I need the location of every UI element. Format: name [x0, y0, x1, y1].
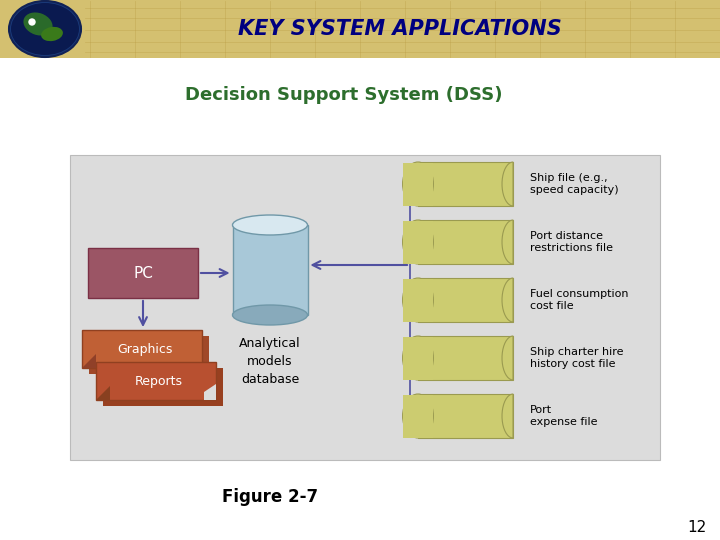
Ellipse shape: [11, 3, 79, 55]
Polygon shape: [502, 278, 513, 322]
Polygon shape: [502, 394, 513, 438]
Bar: [402, 220, 433, 264]
Polygon shape: [502, 220, 513, 264]
FancyBboxPatch shape: [96, 362, 216, 400]
Circle shape: [29, 19, 35, 25]
Bar: [418, 278, 513, 322]
Polygon shape: [96, 386, 110, 400]
Ellipse shape: [402, 336, 433, 380]
Text: Graphics: Graphics: [117, 342, 173, 355]
Bar: [0, 0, 720, 58]
Ellipse shape: [9, 1, 81, 57]
Text: 12: 12: [688, 521, 706, 536]
Polygon shape: [82, 354, 96, 368]
Polygon shape: [204, 384, 216, 400]
Ellipse shape: [402, 220, 433, 264]
Ellipse shape: [233, 215, 307, 235]
Ellipse shape: [233, 305, 307, 325]
Bar: [418, 336, 513, 380]
Text: PC: PC: [133, 266, 153, 280]
Bar: [402, 336, 433, 380]
Bar: [89, 336, 209, 374]
Bar: [70, 155, 660, 460]
Text: KEY SYSTEM APPLICATIONS: KEY SYSTEM APPLICATIONS: [238, 19, 562, 39]
Bar: [88, 248, 198, 298]
Bar: [402, 279, 433, 321]
Text: Fuel consumption
cost file: Fuel consumption cost file: [530, 289, 629, 311]
Ellipse shape: [402, 162, 433, 206]
Ellipse shape: [41, 27, 63, 41]
Bar: [402, 395, 433, 437]
Text: Decision Support System (DSS): Decision Support System (DSS): [185, 86, 503, 104]
Ellipse shape: [402, 394, 433, 438]
Text: Ship charter hire
history cost file: Ship charter hire history cost file: [530, 347, 624, 369]
Text: Ship file (e.g.,
speed capacity): Ship file (e.g., speed capacity): [530, 173, 618, 195]
Polygon shape: [502, 162, 513, 206]
Bar: [418, 220, 513, 264]
Bar: [418, 162, 513, 206]
Text: Figure 2-7: Figure 2-7: [222, 488, 318, 506]
Bar: [402, 163, 433, 206]
Text: Analytical
models
database: Analytical models database: [239, 337, 301, 386]
Text: Port
expense file: Port expense file: [530, 405, 598, 427]
Ellipse shape: [24, 12, 53, 36]
Bar: [103, 368, 223, 406]
Bar: [418, 394, 513, 438]
Ellipse shape: [402, 278, 433, 322]
Polygon shape: [502, 336, 513, 380]
Text: Port distance
restrictions file: Port distance restrictions file: [530, 231, 613, 253]
FancyBboxPatch shape: [82, 330, 202, 368]
Bar: [233, 225, 307, 315]
Text: Reports: Reports: [135, 375, 183, 388]
